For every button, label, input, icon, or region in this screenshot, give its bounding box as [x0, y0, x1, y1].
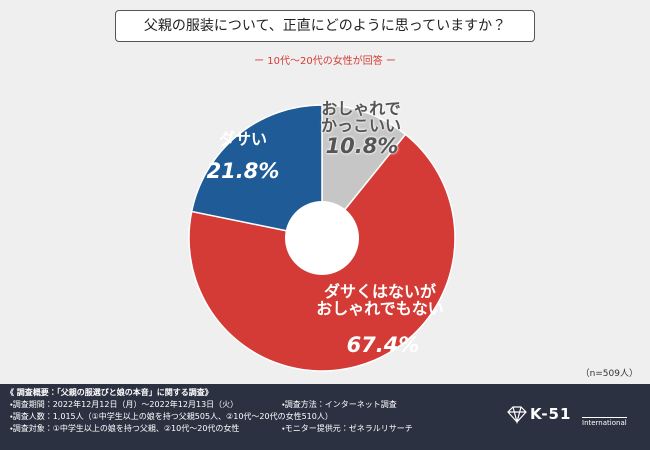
pie-slice — [190, 104, 323, 239]
slice-value: 21.8% — [206, 158, 280, 183]
footer: 《 調査概要：「父親の服選びと娘の本音」に関する調査》 ・調査期間：2022年1… — [0, 384, 650, 450]
footer-item: ・調査期間：2022年12月12日（月）〜2022年12月13日（火） — [10, 400, 239, 409]
slice-value: 67.4% — [346, 332, 420, 357]
pie-slice — [321, 104, 407, 241]
chart-title: 父親の服装について、正直にどのように思っていますか？ — [115, 10, 535, 42]
logo-icon — [507, 406, 527, 424]
footer-item: ・調査対象：①中学生以上の娘を持つ父親、②10代〜20代の女性 — [10, 424, 240, 433]
slice-label: ダサい — [218, 129, 268, 149]
sample-note: （n=509人） — [580, 369, 638, 379]
pie-chart — [188, 104, 456, 372]
logo-sub: International — [582, 417, 627, 427]
slice-label: おしゃれで かっこいい — [320, 99, 402, 135]
slice-label: ダサくはないが おしゃれでもない — [316, 282, 444, 318]
slice-value: 10.8% — [325, 133, 399, 158]
footer-item: ・モニター提供元：ゼネラルリサーチ — [282, 424, 413, 433]
footer-heading: 《 調査概要：「父親の服選びと娘の本音」に関する調査》 — [6, 388, 213, 397]
footer-item: ・調査方法：インターネット調査 — [282, 400, 397, 409]
footer-item: ・調査人数：1,015人（①中学生以上の娘を持つ父親505人、②10代〜20代の… — [10, 412, 333, 421]
donut-hole — [285, 201, 359, 275]
chart-subtitle: ー 10代〜20代の女性が回答 ー — [254, 56, 396, 67]
logo: K-51 — [530, 405, 572, 423]
